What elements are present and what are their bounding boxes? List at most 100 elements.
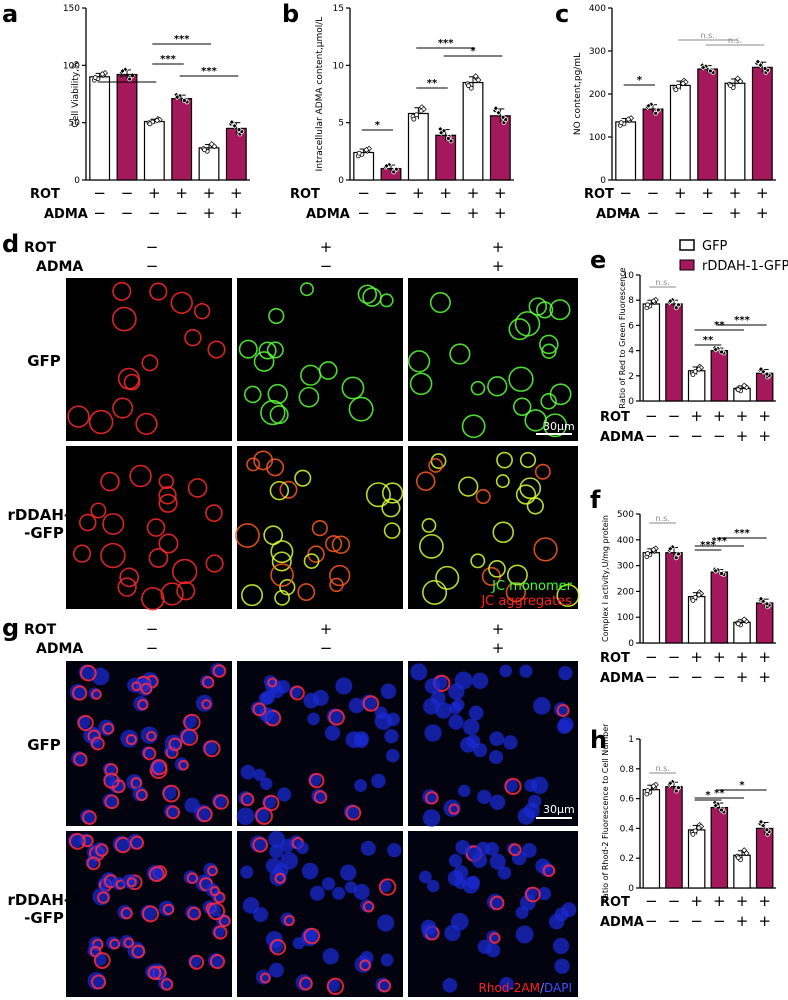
point-h-5-6 xyxy=(741,847,748,854)
nucleus-g-5-3 xyxy=(442,977,458,993)
bar-a-2 xyxy=(116,73,138,181)
point-e-5-6 xyxy=(741,382,748,389)
rot-sign-c-1: − xyxy=(619,184,632,202)
cell-d-1-11 xyxy=(362,287,382,307)
point-b-1-6 xyxy=(363,146,370,153)
cell-d-5-4 xyxy=(492,521,515,544)
y-tick-label-a-2: 100 xyxy=(63,61,80,71)
rot-sign-b-3: + xyxy=(412,184,425,202)
nucleus-g-5-38 xyxy=(448,854,463,868)
rot-label-b: ROT xyxy=(290,187,320,202)
panel-d-images: 30μm JC monomer JC aggregates GFP rDDAH-… xyxy=(7,278,580,611)
rhod-g-0-30 xyxy=(201,676,215,689)
point-b-3-5 xyxy=(411,116,417,122)
bar-a-4 xyxy=(171,97,193,181)
bar-f-4 xyxy=(710,571,729,644)
y-tick-label-h-4: 0.8 xyxy=(620,765,635,775)
nucleus-g-5-23 xyxy=(537,886,552,901)
y-tick-label-e-3: 6 xyxy=(628,321,634,331)
nucleus-g-5-17 xyxy=(489,853,506,870)
y-tick-label-c-4: 400 xyxy=(589,4,606,14)
point-c-4-6 xyxy=(707,68,713,74)
adma-sign-e-6: + xyxy=(758,427,771,445)
nucleus-g-5-6 xyxy=(552,937,570,955)
panel-g-row-label-gfp: GFP xyxy=(27,736,61,754)
cell-d-4-16 xyxy=(365,482,391,508)
point-b-3-3 xyxy=(414,112,419,118)
chart-f: 0 100 200 300 400 500 Complex Ⅰ activity,U/mg … xyxy=(600,510,776,686)
cell-d-0-6 xyxy=(193,302,211,320)
cell-d-3-1 xyxy=(117,577,137,597)
rhod-g-0-22 xyxy=(201,699,212,710)
rhod-g-0-31 xyxy=(73,752,88,767)
bar-e-4 xyxy=(710,350,729,402)
nucleus-g-2-33 xyxy=(448,683,465,700)
cell-d-4-25 xyxy=(383,522,401,539)
rhod-g-4-25 xyxy=(259,972,271,984)
rhod-g-2-17 xyxy=(425,791,439,805)
nucleus-g-1-20 xyxy=(386,748,400,763)
rhod-g-3-21 xyxy=(129,835,145,850)
point-f-2-4 xyxy=(676,551,681,557)
point-h-2-5 xyxy=(667,780,674,787)
nucleus-g-1-7 xyxy=(380,683,397,699)
point-h-6-5 xyxy=(757,818,764,825)
panel-g-channel-red: Rhod-2AM xyxy=(479,981,540,995)
panel-d-rot-col-1: − xyxy=(146,238,159,256)
adma-sign-e-2: − xyxy=(668,427,681,445)
panel-letter-f: f xyxy=(590,486,601,514)
cell-d-2-9 xyxy=(508,318,531,341)
nucleus-g-1-37 xyxy=(384,729,399,744)
point-b-5-4 xyxy=(475,77,482,84)
point-c-2-4 xyxy=(655,107,661,113)
y-tick-label-h-2: 0.4 xyxy=(620,824,635,834)
nucleus-g-4-34 xyxy=(269,962,284,978)
rot-sign-e-6: + xyxy=(758,407,771,425)
sig-label-f-3: *** xyxy=(711,536,727,547)
point-h-2-4 xyxy=(676,785,681,791)
nucleus-g-5-14 xyxy=(477,939,492,954)
point-h-1-6 xyxy=(650,783,657,790)
cell-d-1-7 xyxy=(298,386,320,408)
panel-d-adma-label: ADMA xyxy=(36,259,83,275)
panel-d-channel-red: JC aggregates xyxy=(480,594,572,609)
point-a-2-4 xyxy=(129,73,135,78)
panel-d-row-label-rddah-line-2: -GFP xyxy=(24,524,64,542)
cell-d-4-6 xyxy=(274,589,290,606)
cell-d-2-10 xyxy=(543,413,568,438)
cell-d-2-15 xyxy=(470,380,486,396)
rhod-g-0-17 xyxy=(102,722,115,735)
nucleus-g-5-39 xyxy=(447,870,464,886)
rhod-g-0-32 xyxy=(203,740,221,758)
cell-d-0-2 xyxy=(207,340,226,359)
cell-d-2-7 xyxy=(487,376,508,397)
legend-swatch-rddah xyxy=(679,259,695,271)
y-tick-label-f-5: 500 xyxy=(617,510,634,520)
cell-d-5-17 xyxy=(496,451,513,469)
cell-d-2-1 xyxy=(512,397,532,417)
rot-sign-f-3: + xyxy=(690,648,703,666)
y-tick-label-a-0: 0 xyxy=(74,176,80,186)
point-c-2-6 xyxy=(653,110,659,116)
nucleus-g-4-18 xyxy=(322,877,336,891)
cell-d-4-2 xyxy=(381,482,404,504)
rhod-g-3-37 xyxy=(189,954,205,970)
panel-d-adma-col-1: − xyxy=(146,257,159,275)
adma-label-f: ADMA xyxy=(600,671,644,686)
point-c-6-5 xyxy=(754,58,761,65)
cell-d-1-8 xyxy=(299,282,314,297)
point-c-2-5 xyxy=(645,102,652,109)
rhod-g-4-19 xyxy=(377,979,392,993)
cell-d-5-2 xyxy=(505,582,526,603)
cell-d-5-20 xyxy=(428,458,443,473)
cell-d-4-5 xyxy=(271,551,292,572)
nucleus-g-4-1 xyxy=(353,883,370,900)
point-b-2-6 xyxy=(391,169,397,175)
point-f-5-5 xyxy=(735,621,741,627)
rot-sign-a-3: + xyxy=(148,184,161,202)
y-tick-label-e-1: 2 xyxy=(628,372,634,382)
cell-d-0-12 xyxy=(112,281,132,301)
scale-bar-d-label: 30μm xyxy=(543,420,575,433)
point-c-5-6 xyxy=(734,75,741,82)
